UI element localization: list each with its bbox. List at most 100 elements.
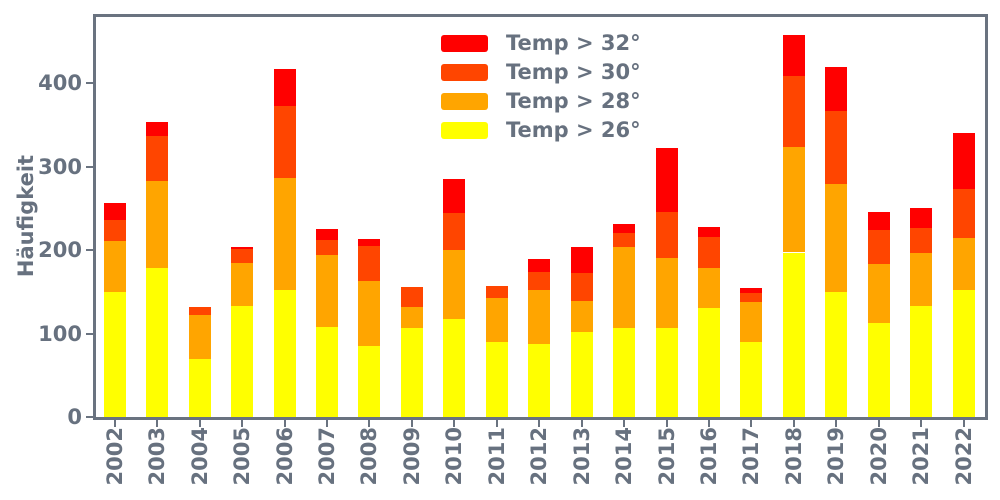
bar-segment <box>698 307 720 417</box>
bar-segment <box>146 122 169 137</box>
bar-segment <box>825 291 848 417</box>
bar-segment <box>400 286 423 307</box>
x-tick-label: 2010 <box>442 427 467 486</box>
bar-segment <box>910 228 933 254</box>
x-tick-mark <box>113 420 116 427</box>
bar-segment <box>188 315 211 360</box>
bar-segment <box>400 328 423 417</box>
legend-swatch <box>441 64 488 81</box>
legend: Temp > 32° Temp > 30° Temp > 28° Temp > 26° <box>441 31 641 141</box>
x-tick-label: 2017 <box>739 427 764 486</box>
bar-segment <box>231 262 254 306</box>
bar-segment <box>570 331 593 417</box>
bar-segment <box>910 208 933 229</box>
bar-segment <box>910 305 933 417</box>
bar-segment <box>952 238 975 291</box>
x-tick-label: 2015 <box>654 427 679 486</box>
bar-segment <box>103 291 126 417</box>
y-tick-label: 0 <box>67 405 82 429</box>
bar-segment <box>698 268 720 308</box>
bar-segment <box>443 319 466 417</box>
bar-segment <box>315 255 338 327</box>
bar-segment <box>528 259 551 272</box>
bar-segment <box>273 290 296 417</box>
legend-item: Temp > 26° <box>441 120 641 141</box>
bar-segment <box>782 76 805 148</box>
bar-segment <box>528 344 551 417</box>
bar-segment <box>698 227 720 238</box>
bar-segment <box>443 179 466 214</box>
x-tick-mark <box>325 420 328 427</box>
bar-segment <box>655 212 678 259</box>
bar-segment <box>740 301 763 342</box>
bar-segment <box>315 326 338 417</box>
legend-item: Temp > 30° <box>441 60 641 84</box>
x-tick-label: 2012 <box>527 427 552 486</box>
x-tick-label: 2002 <box>102 427 127 486</box>
bar-segment <box>613 328 636 417</box>
x-tick-mark <box>580 420 583 427</box>
x-tick-mark <box>962 420 965 427</box>
x-tick-mark <box>495 420 498 427</box>
legend-item: Temp > 32° <box>441 31 641 55</box>
bar-segment <box>655 258 678 328</box>
x-tick-label: 2003 <box>145 427 170 486</box>
bar-segment <box>867 229 890 265</box>
bar-segment <box>952 290 975 417</box>
bar-segment <box>570 247 593 273</box>
bar-segment <box>400 306 423 329</box>
x-tick-mark <box>283 420 286 427</box>
y-tick-mark <box>86 82 93 84</box>
x-tick-mark <box>410 420 413 427</box>
x-tick-label: 2022 <box>951 427 976 486</box>
bar-segment <box>103 219 126 241</box>
bar-segment <box>146 180 169 269</box>
bar-segment <box>273 106 296 179</box>
x-tick-mark <box>920 420 923 427</box>
x-tick-mark <box>792 420 795 427</box>
bar-segment <box>231 305 254 417</box>
legend-label: Temp > 30° <box>506 60 641 84</box>
x-tick-label: 2007 <box>314 427 339 486</box>
x-tick-label: 2021 <box>909 427 934 486</box>
bar-segment <box>315 229 338 240</box>
x-tick-mark <box>538 420 541 427</box>
bar-segment <box>528 290 551 345</box>
x-tick-mark <box>453 420 456 427</box>
legend-swatch <box>441 93 488 110</box>
x-tick-mark <box>750 420 753 427</box>
y-tick-mark <box>86 165 93 168</box>
x-tick-label: 2013 <box>569 427 594 486</box>
x-tick-mark <box>835 420 838 427</box>
x-tick-label: 2004 <box>187 427 212 486</box>
bar-segment <box>273 178 296 291</box>
bar-segment <box>952 189 975 239</box>
y-tick-mark <box>86 332 93 335</box>
bar-segment <box>358 280 381 347</box>
bar-segment <box>146 268 169 417</box>
x-tick-mark <box>368 420 371 427</box>
bar-segment <box>443 250 466 320</box>
bar-segment <box>103 240 126 292</box>
bar-segment <box>825 110 848 185</box>
legend-label: Temp > 28° <box>506 89 641 113</box>
bar-segment <box>146 136 169 181</box>
y-tick-label: 200 <box>38 238 82 262</box>
bar-segment <box>740 287 763 293</box>
legend-label: Temp > 32° <box>506 31 641 55</box>
y-tick-mark <box>86 249 93 251</box>
x-tick-label: 2020 <box>866 427 891 486</box>
x-tick-mark <box>623 420 626 427</box>
x-tick-mark <box>665 420 668 427</box>
bar-segment <box>358 346 381 417</box>
bar-segment <box>103 203 126 220</box>
x-tick-label: 2016 <box>697 427 721 486</box>
y-tick-label: 100 <box>38 321 82 346</box>
bar-segment <box>188 359 211 417</box>
bar-segment <box>740 341 763 417</box>
bar-segment <box>613 233 636 248</box>
y-tick-label: 300 <box>38 154 82 179</box>
bar-segment <box>443 213 466 250</box>
x-tick-label: 2019 <box>824 427 849 486</box>
x-tick-mark <box>156 420 159 427</box>
